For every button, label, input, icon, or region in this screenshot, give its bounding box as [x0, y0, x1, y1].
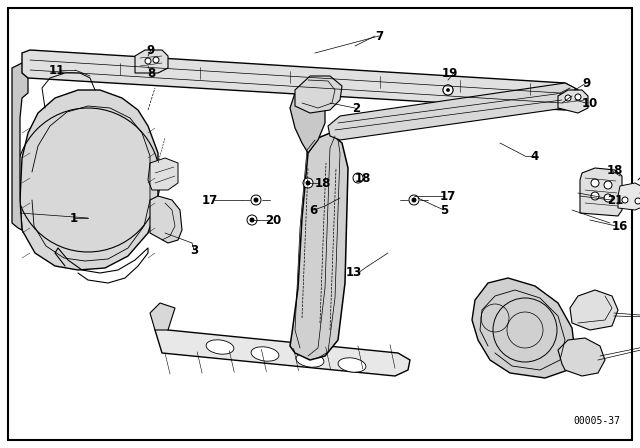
Circle shape — [604, 194, 612, 202]
Polygon shape — [295, 76, 342, 113]
Circle shape — [622, 197, 628, 203]
Circle shape — [447, 89, 449, 91]
Circle shape — [591, 192, 599, 200]
Text: 17: 17 — [202, 194, 218, 207]
Text: 8: 8 — [147, 66, 155, 79]
Circle shape — [254, 198, 258, 202]
Circle shape — [153, 57, 159, 63]
Polygon shape — [135, 50, 168, 73]
Text: 1: 1 — [70, 211, 78, 224]
Circle shape — [250, 218, 254, 222]
Circle shape — [306, 181, 310, 185]
Circle shape — [412, 198, 416, 202]
Text: 18: 18 — [355, 172, 371, 185]
Text: 7: 7 — [375, 30, 383, 43]
Polygon shape — [12, 63, 28, 230]
Polygon shape — [155, 320, 410, 376]
Polygon shape — [558, 90, 588, 113]
Text: 2: 2 — [352, 102, 360, 115]
Circle shape — [635, 198, 640, 204]
Polygon shape — [148, 158, 178, 190]
Text: 16: 16 — [612, 220, 628, 233]
Polygon shape — [22, 50, 578, 110]
Circle shape — [247, 215, 257, 225]
Text: 11: 11 — [49, 64, 65, 77]
Text: 18: 18 — [315, 177, 332, 190]
Circle shape — [575, 94, 581, 100]
Text: 9: 9 — [582, 77, 590, 90]
Text: 20: 20 — [265, 214, 281, 227]
Polygon shape — [20, 90, 158, 270]
Text: 21: 21 — [607, 194, 623, 207]
Ellipse shape — [251, 347, 279, 361]
Circle shape — [604, 181, 612, 189]
Polygon shape — [558, 338, 605, 376]
Polygon shape — [328, 83, 575, 140]
Circle shape — [443, 85, 453, 95]
Ellipse shape — [206, 340, 234, 354]
Circle shape — [303, 178, 313, 188]
Polygon shape — [570, 290, 618, 330]
Polygon shape — [618, 183, 640, 210]
Polygon shape — [580, 168, 622, 216]
Ellipse shape — [338, 358, 366, 372]
Text: 9: 9 — [147, 43, 155, 56]
Text: 13: 13 — [346, 267, 362, 280]
Circle shape — [251, 195, 261, 205]
Circle shape — [443, 85, 453, 95]
Text: 5: 5 — [440, 203, 448, 216]
Text: 17: 17 — [440, 190, 456, 202]
Text: 00005-37: 00005-37 — [573, 416, 620, 426]
Circle shape — [145, 58, 151, 64]
Text: 4: 4 — [530, 150, 538, 163]
Ellipse shape — [296, 353, 324, 367]
Text: 3: 3 — [190, 244, 198, 257]
Text: 10: 10 — [582, 96, 598, 109]
Circle shape — [565, 95, 571, 101]
Text: 6: 6 — [310, 203, 318, 216]
Circle shape — [591, 179, 599, 187]
Circle shape — [409, 195, 419, 205]
Text: 19: 19 — [442, 66, 458, 79]
Polygon shape — [150, 303, 175, 330]
Circle shape — [353, 173, 363, 183]
Polygon shape — [472, 278, 575, 378]
Text: 18: 18 — [607, 164, 623, 177]
Polygon shape — [150, 196, 182, 243]
Polygon shape — [290, 133, 348, 360]
Polygon shape — [290, 90, 325, 153]
